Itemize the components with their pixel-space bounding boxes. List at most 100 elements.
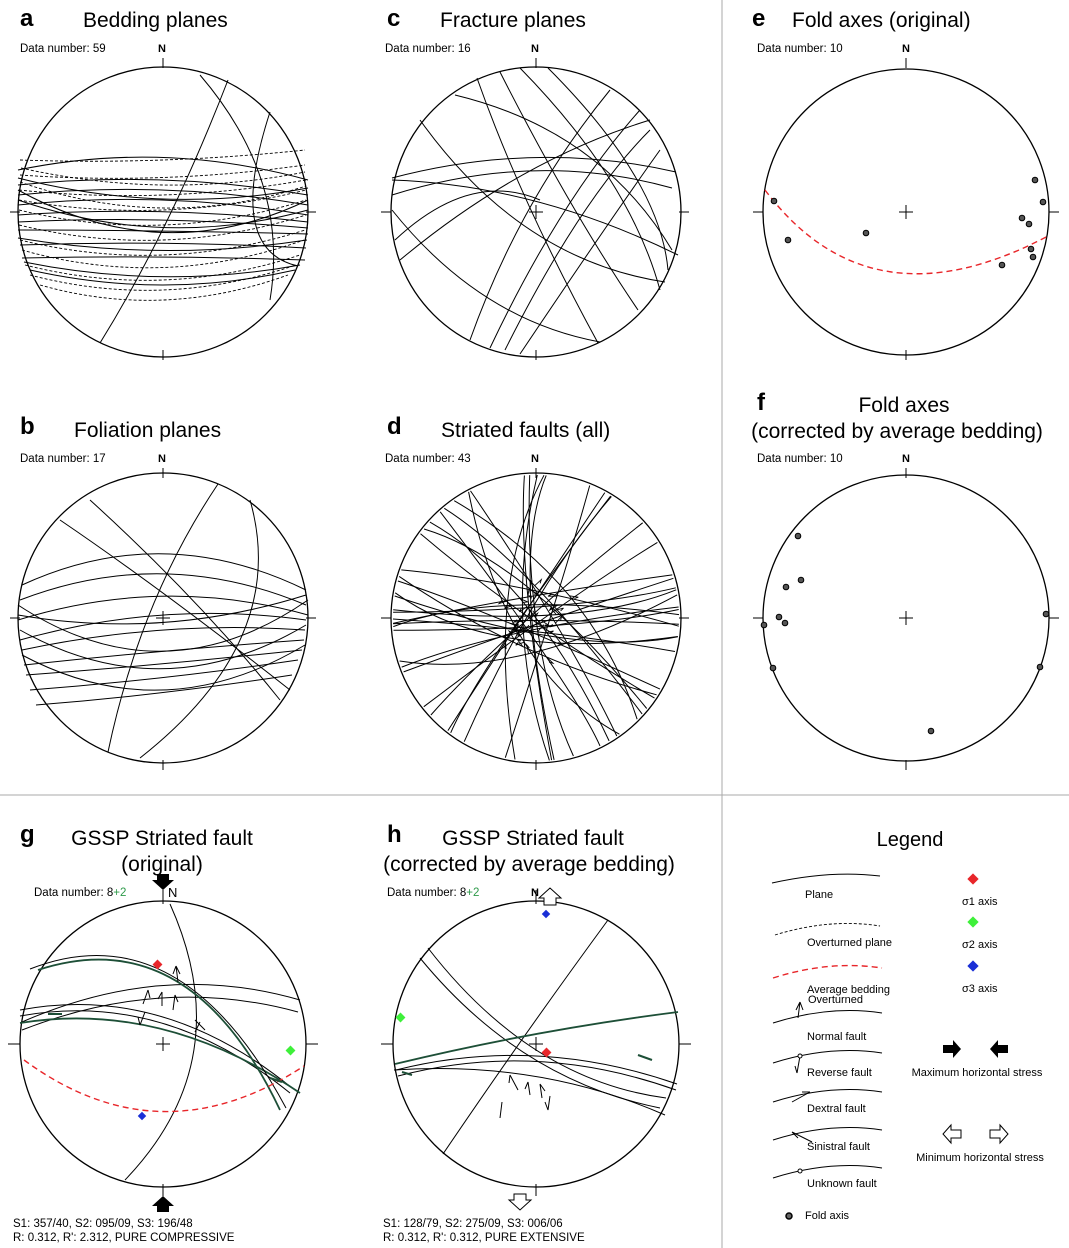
panel-d-fault-plane [423,528,648,709]
panel-d-striation-arrow [510,622,520,627]
legend-average-bedding-symbol [772,964,883,979]
panel-h-result-line2: R: 0.312, R': 0.312, PURE EXTENSIVE [383,1232,585,1244]
panel-d-striation-arrow [512,619,523,623]
panel-d-fault-plane [394,595,678,643]
panel-g-max-stress-arrow-north [152,874,174,890]
panel-b-north-label: N [158,453,166,465]
panel-a-bedding-planes [17,74,309,344]
panel-h-title-line2: (corrected by average bedding) [383,853,675,876]
panel-b-stereonet [10,468,316,770]
legend-unknown-fault-symbol [772,1165,883,1179]
panel-d-striation-arrow [528,589,532,599]
panel-g-sigma2-marker [285,1045,296,1056]
panel-a: a Bedding planes Data number: 59 N [10,5,316,360]
panel-d-fault-plane [393,604,680,628]
panel-h-fault-markers [401,1054,653,1119]
panel-d-fault-plane [394,592,678,645]
panel-d-striation-arrow [512,624,522,632]
panel-d-striation-arrow [532,604,536,616]
panel-f-data-number: Data number: 10 [757,453,843,465]
panel-f-north-label: N [902,453,910,465]
panel-d-fault-plane [521,474,550,761]
panel-a-letter: a [20,5,34,32]
legend-overturned-label: Overturned [808,994,863,1006]
panel-d-title: Striated faults (all) [441,419,610,442]
legend-min-stress-arrow-right [989,1123,1009,1145]
panel-d-striation-arrow [555,616,563,624]
panel-d-striation-arrow [524,624,535,630]
panel-d-fault-plane [529,475,555,761]
panel-a-data-number: Data number: 59 [20,43,106,55]
panel-d-fault-plane [429,521,610,742]
legend-sigma3-symbol [967,960,979,972]
panel-h-sigma2-marker [395,1012,406,1023]
panel-a-overturned-planes [18,149,307,301]
panel-d-striation-arrow [546,656,555,665]
panel-c-stereonet [381,58,689,360]
panel-d-fault-plane [444,507,643,715]
panel-g-max-stress-arrow-south [152,1196,174,1212]
panel-b-letter: b [20,413,35,440]
panel-g-title-line1: GSSP Striated fault [71,827,253,850]
panel-a-primitive-circle [17,66,309,358]
legend: Legend Plane Overturned plane Average be… [771,829,1044,1222]
panel-c-data-number: Data number: 16 [385,43,471,55]
panel-d-fault-plane [401,606,679,668]
panel-d-striation-arrow [537,624,544,632]
panel-e-data-number: Data number: 10 [757,43,843,55]
panel-d-stereonet [381,468,689,770]
panel-h-min-stress-arrow-south [507,1193,533,1211]
panel-d-striation-arrow [530,589,539,595]
panel-d-striation-arrow [519,606,528,613]
panel-c-title: Fracture planes [440,9,586,32]
panel-g-sigma1-marker [152,959,163,970]
panel-f-letter: f [757,389,766,416]
legend-normal-fault-symbol [772,1010,883,1024]
panel-d: d Striated faults (all) Data number: 43 … [381,413,689,770]
legend-max-stress-arrow-left [990,1040,1008,1058]
legend-min-stress-label: Minimum horizontal stress [916,1152,1044,1164]
panel-d-striation-arrow [534,578,543,587]
panel-f-title-line2: (corrected by average bedding) [751,420,1043,443]
panel-h: h GSSP Striated fault (corrected by aver… [381,821,691,1244]
panel-d-striation-arrow [544,630,554,634]
panel-d-striation-arrow [549,623,559,628]
legend-overturned-plane-label: Overturned plane [807,937,892,949]
legend-min-stress-arrow-left [942,1123,962,1145]
panel-h-north-label: N [531,887,539,899]
panel-d-north-label: N [531,453,539,465]
panel-d-striation-arrow [503,639,507,650]
panel-d-fault-plane [392,618,676,652]
legend-dextral-fault-label: Dextral fault [807,1103,866,1115]
panel-b-data-number: Data number: 17 [20,453,106,465]
legend-sinistral-fault-label: Sinistral fault [807,1141,870,1153]
legend-dextral-fault-symbol [772,1089,883,1103]
legend-average-bedding-label: Average bedding [807,984,890,996]
panel-c-letter: c [387,5,400,32]
panel-h-result-line1: S1: 128/79, S2: 275/09, S3: 006/06 [383,1218,563,1230]
panel-f-stereonet [753,468,1059,770]
legend-sigma1-symbol [967,873,979,885]
panel-h-sigma3-marker [541,909,551,919]
panel-g-result-line2: R: 0.312, R': 2.312, PURE COMPRESSIVE [13,1232,235,1244]
panel-d-striation-arrow [513,628,521,637]
panel-d-striation-arrow [504,604,514,609]
panel-e-fold-axes [770,176,1047,269]
panel-f-fold-axes [760,532,1050,735]
panel-d-striation-arrow [519,597,528,603]
panel-h-min-stress-arrow-north [537,887,563,906]
panel-d-fault-plane [447,492,606,731]
panel-b: b Foliation planes Data number: 17 N [10,413,316,770]
legend-normal-fault-label: Normal fault [807,1031,866,1043]
panel-g-data-number: Data number: 8+2 [34,887,126,899]
panel-g-result-line1: S1: 357/40, S2: 095/09, S3: 196/48 [13,1218,193,1230]
legend-overturned-plane-symbol [774,923,881,936]
panel-d-striation-arrow [550,607,557,615]
panel-h-title-line1: GSSP Striated fault [442,827,624,850]
panel-e: e Fold axes (original) Data number: 10 N [752,5,1059,360]
legend-sigma2-label: σ2 axis [962,939,998,951]
panel-g-north-label: N [168,885,177,900]
panel-f-title-line1: Fold axes [858,394,949,417]
legend-sigma1-label: σ1 axis [962,896,998,908]
